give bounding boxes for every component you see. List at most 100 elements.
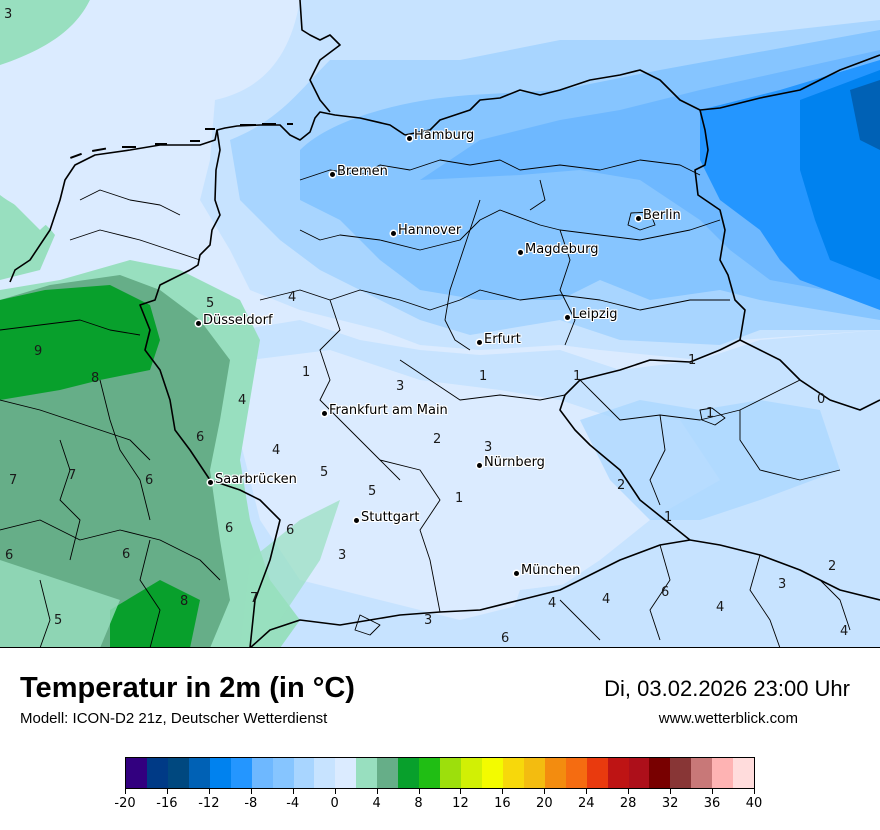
temperature-value-label: 3 <box>484 440 493 455</box>
city-label: Nürnberg <box>477 456 545 470</box>
temperature-value-label: 4 <box>288 290 297 305</box>
colorbar-tick <box>418 789 420 794</box>
colorbar-tick <box>754 789 755 794</box>
temperature-value-label: 2 <box>828 559 837 574</box>
colorbar-segment <box>481 758 503 788</box>
colorbar-segment <box>461 758 482 788</box>
temperature-colorbar <box>125 757 755 789</box>
temperature-value-label: 5 <box>54 613 63 628</box>
city-label: Frankfurt am Main <box>322 404 448 418</box>
colorbar-segment <box>293 758 315 788</box>
city-label: Magdeburg <box>518 243 599 257</box>
temperature-value-label: 2 <box>433 432 442 447</box>
city-dot-icon <box>518 250 523 255</box>
colorbar-tick <box>166 789 168 794</box>
colorbar-tick <box>460 789 462 794</box>
city-dot-icon <box>514 571 519 576</box>
city-dot-icon <box>391 231 396 236</box>
city-name: Hannover <box>398 223 462 238</box>
temperature-value-label: 9 <box>34 344 43 359</box>
colorbar-tick-label: 20 <box>536 796 553 811</box>
website-credit: www.wetterblick.com <box>658 710 798 727</box>
temperature-value-label: 4 <box>716 600 725 615</box>
city-name: Magdeburg <box>525 242 599 257</box>
colorbar-segment <box>314 758 336 788</box>
city-label: Stuttgart <box>354 511 419 525</box>
colorbar-segment <box>251 758 273 788</box>
city-name: Hamburg <box>414 128 475 143</box>
city-name: Stuttgart <box>361 510 420 525</box>
city-dot-icon <box>407 136 412 141</box>
city-label: Hannover <box>391 224 461 238</box>
colorbar-segment <box>335 758 357 788</box>
colorbar-tick-label: 32 <box>661 796 679 811</box>
temperature-value-label: 3 <box>338 548 347 563</box>
city-dot-icon <box>636 216 641 221</box>
temperature-value-label: 4 <box>840 624 849 639</box>
city-label: Düsseldorf <box>196 314 273 328</box>
temperature-value-label: 1 <box>706 406 715 421</box>
colorbar-segment <box>628 758 650 788</box>
city-dot-icon <box>477 340 482 345</box>
temperature-value-label: 6 <box>661 585 670 600</box>
city-name: Düsseldorf <box>203 313 273 328</box>
city-name: Berlin <box>643 208 681 223</box>
colorbar-tick <box>712 789 714 794</box>
colorbar-segment <box>440 758 461 788</box>
colorbar-tick <box>292 789 294 794</box>
colorbar-segment <box>209 758 231 788</box>
city-dot-icon <box>354 518 359 523</box>
temperature-value-label: 4 <box>548 596 557 611</box>
colorbar-tick-label: 12 <box>452 796 469 811</box>
colorbar-segment <box>188 758 210 788</box>
city-name: München <box>521 563 581 578</box>
colorbar-tick <box>250 789 252 794</box>
colorbar-segment <box>691 758 713 788</box>
city-label: Saarbrücken <box>208 473 297 487</box>
temperature-value-label: 4 <box>238 393 247 408</box>
temperature-value-label: 2 <box>617 478 626 493</box>
temperature-field <box>0 0 880 647</box>
colorbar-tick-label: -4 <box>286 796 300 811</box>
map-title: Temperatur in 2m (in °C) <box>20 672 355 704</box>
city-label: Bremen <box>330 165 388 179</box>
temperature-value-label: 1 <box>455 491 464 506</box>
temperature-value-label: 7 <box>9 473 18 488</box>
colorbar-tick-label: 40 <box>745 796 763 811</box>
colorbar-tick-label: 28 <box>619 796 637 811</box>
city-name: Nürnberg <box>484 455 545 470</box>
colorbar-tick <box>208 789 210 794</box>
city-name: Frankfurt am Main <box>329 403 448 418</box>
valid-datetime: Di, 03.02.2026 23:00 Uhr <box>604 676 850 701</box>
colorbar-segment <box>230 758 252 788</box>
temperature-value-label: 0 <box>817 392 826 407</box>
colorbar-segment <box>649 758 671 788</box>
temperature-value-label: 3 <box>396 379 405 394</box>
colorbar-segment <box>272 758 294 788</box>
colorbar-segment <box>356 758 378 788</box>
temperature-value-label: 7 <box>68 468 77 483</box>
colorbar-tick <box>334 789 336 794</box>
colorbar-segment <box>126 758 147 788</box>
temperature-value-label: 6 <box>501 631 510 646</box>
temperature-value-label: 6 <box>122 547 131 562</box>
temperature-value-label: 1 <box>302 365 311 380</box>
colorbar-tick-label: -20 <box>114 796 136 811</box>
temperature-value-label: 1 <box>479 369 488 384</box>
colorbar-segment <box>398 758 420 788</box>
colorbar-segment <box>146 758 168 788</box>
colorbar-tick <box>544 789 546 794</box>
city-label: Erfurt <box>477 333 521 347</box>
colorbar-segment <box>502 758 524 788</box>
city-dot-icon <box>330 172 335 177</box>
temperature-value-label: 4 <box>272 443 281 458</box>
colorbar-tick <box>125 789 126 794</box>
city-label: Berlin <box>636 209 681 223</box>
city-name: Bremen <box>337 164 388 179</box>
temperature-value-label: 4 <box>602 592 611 607</box>
temperature-value-label: 5 <box>320 465 329 480</box>
colorbar-segment <box>586 758 608 788</box>
colorbar-segment <box>419 758 441 788</box>
temperature-value-label: 7 <box>250 591 259 606</box>
temperature-value-label: 6 <box>145 473 154 488</box>
